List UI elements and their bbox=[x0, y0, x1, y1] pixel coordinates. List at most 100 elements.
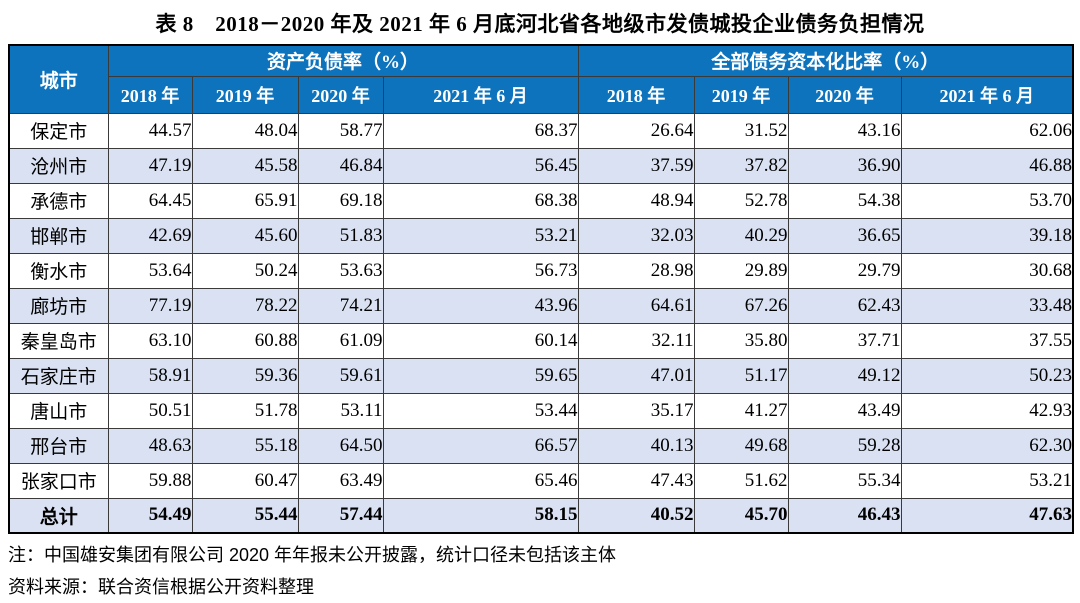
value-cell-dcr-2: 36.90 bbox=[787, 147, 902, 184]
value-cell-alr-1: 55.44 bbox=[191, 497, 299, 534]
table-row: 廊坊市 77.19 78.22 74.21 43.96 64.61 67.26 62.43 33… bbox=[8, 287, 1074, 324]
value-cell-alr-0: 42.69 bbox=[107, 217, 193, 254]
city-cell: 廊坊市 bbox=[8, 287, 109, 324]
header-year-dcr-3: 2021 年 6 月 bbox=[900, 75, 1074, 114]
city-cell: 衡水市 bbox=[8, 252, 109, 289]
header-year-alr-3: 2021 年 6 月 bbox=[382, 75, 579, 114]
value-cell-alr-2: 59.61 bbox=[297, 357, 384, 394]
value-cell-dcr-1: 31.52 bbox=[693, 112, 789, 149]
value-cell-alr-3: 66.57 bbox=[382, 427, 579, 464]
value-cell-dcr-3: 53.70 bbox=[900, 182, 1074, 219]
value-cell-dcr-1: 45.70 bbox=[693, 497, 789, 534]
source-note: 资料来源：联合资信根据公开资料整理 bbox=[8, 577, 314, 597]
value-cell-alr-0: 59.88 bbox=[107, 462, 193, 499]
value-cell-alr-0: 48.63 bbox=[107, 427, 193, 464]
value-cell-alr-2: 57.44 bbox=[297, 497, 384, 534]
table-title: 表 8 2018－2020 年及 2021 年 6 月底河北省各地级市发债城投企… bbox=[155, 12, 925, 36]
value-cell-alr-1: 50.24 bbox=[191, 252, 299, 289]
value-cell-alr-3: 56.45 bbox=[382, 147, 579, 184]
value-cell-alr-3: 43.96 bbox=[382, 287, 579, 324]
value-cell-alr-3: 53.44 bbox=[382, 392, 579, 429]
table-row: 秦皇岛市 63.10 60.88 61.09 60.14 32.11 35.80 37.71 3… bbox=[8, 322, 1074, 359]
city-cell: 邯郸市 bbox=[8, 217, 109, 254]
value-cell-alr-1: 60.88 bbox=[191, 322, 299, 359]
header-group-asset-liability-ratio: 资产负债率（%） bbox=[107, 44, 579, 77]
header-year-dcr-2: 2020 年 bbox=[787, 75, 902, 114]
value-cell-dcr-1: 49.68 bbox=[693, 427, 789, 464]
value-cell-dcr-0: 48.94 bbox=[577, 182, 695, 219]
city-cell: 唐山市 bbox=[8, 392, 109, 429]
value-cell-alr-2: 64.50 bbox=[297, 427, 384, 464]
value-cell-alr-2: 46.84 bbox=[297, 147, 384, 184]
value-cell-dcr-1: 35.80 bbox=[693, 322, 789, 359]
header-year-alr-1: 2019 年 bbox=[191, 75, 299, 114]
table-row: 沧州市 47.19 45.58 46.84 56.45 37.59 37.82 36.90 46… bbox=[8, 147, 1074, 184]
value-cell-dcr-3: 46.88 bbox=[900, 147, 1074, 184]
value-cell-alr-1: 51.78 bbox=[191, 392, 299, 429]
city-cell: 石家庄市 bbox=[8, 357, 109, 394]
value-cell-alr-0: 47.19 bbox=[107, 147, 193, 184]
footnote: 注：中国雄安集团有限公司 2020 年年报未公开披露，统计口径未包括该主体 bbox=[8, 545, 617, 565]
city-cell: 总计 bbox=[8, 497, 109, 534]
table-row: 邯郸市 42.69 45.60 51.83 53.21 32.03 40.29 36.65 39… bbox=[8, 217, 1074, 254]
value-cell-dcr-0: 64.61 bbox=[577, 287, 695, 324]
value-cell-alr-1: 55.18 bbox=[191, 427, 299, 464]
value-cell-dcr-2: 43.49 bbox=[787, 392, 902, 429]
table-row: 承德市 64.45 65.91 69.18 68.38 48.94 52.78 54.38 53… bbox=[8, 182, 1074, 219]
value-cell-dcr-0: 32.11 bbox=[577, 322, 695, 359]
table-row: 张家口市 59.88 60.47 63.49 65.46 47.43 51.62 55.34 5… bbox=[8, 462, 1074, 499]
header-year-alr-2: 2020 年 bbox=[297, 75, 384, 114]
value-cell-dcr-3: 62.30 bbox=[900, 427, 1074, 464]
value-cell-dcr-0: 32.03 bbox=[577, 217, 695, 254]
value-cell-dcr-2: 46.43 bbox=[787, 497, 902, 534]
value-cell-alr-2: 53.11 bbox=[297, 392, 384, 429]
value-cell-alr-3: 56.73 bbox=[382, 252, 579, 289]
value-cell-alr-0: 77.19 bbox=[107, 287, 193, 324]
table-row: 衡水市 53.64 50.24 53.63 56.73 28.98 29.89 29.79 30… bbox=[8, 252, 1074, 289]
value-cell-dcr-3: 37.55 bbox=[900, 322, 1074, 359]
value-cell-dcr-2: 43.16 bbox=[787, 112, 902, 149]
value-cell-alr-0: 53.64 bbox=[107, 252, 193, 289]
value-cell-dcr-3: 39.18 bbox=[900, 217, 1074, 254]
value-cell-alr-3: 58.15 bbox=[382, 497, 579, 534]
value-cell-dcr-1: 40.29 bbox=[693, 217, 789, 254]
value-cell-dcr-0: 40.13 bbox=[577, 427, 695, 464]
value-cell-dcr-2: 59.28 bbox=[787, 427, 902, 464]
value-cell-dcr-0: 47.01 bbox=[577, 357, 695, 394]
value-cell-alr-3: 53.21 bbox=[382, 217, 579, 254]
value-cell-dcr-3: 33.48 bbox=[900, 287, 1074, 324]
value-cell-dcr-0: 35.17 bbox=[577, 392, 695, 429]
value-cell-alr-0: 63.10 bbox=[107, 322, 193, 359]
city-cell: 保定市 bbox=[8, 112, 109, 149]
value-cell-dcr-1: 51.17 bbox=[693, 357, 789, 394]
value-cell-dcr-2: 55.34 bbox=[787, 462, 902, 499]
header-year-dcr-1: 2019 年 bbox=[693, 75, 789, 114]
value-cell-dcr-1: 41.27 bbox=[693, 392, 789, 429]
value-cell-alr-3: 59.65 bbox=[382, 357, 579, 394]
value-cell-alr-0: 44.57 bbox=[107, 112, 193, 149]
value-cell-dcr-1: 52.78 bbox=[693, 182, 789, 219]
value-cell-dcr-2: 36.65 bbox=[787, 217, 902, 254]
value-cell-alr-2: 53.63 bbox=[297, 252, 384, 289]
value-cell-alr-1: 59.36 bbox=[191, 357, 299, 394]
value-cell-alr-2: 74.21 bbox=[297, 287, 384, 324]
value-cell-alr-2: 58.77 bbox=[297, 112, 384, 149]
header-group-debt-capitalization-ratio: 全部债务资本化比率（%） bbox=[577, 44, 1074, 77]
city-cell: 邢台市 bbox=[8, 427, 109, 464]
value-cell-dcr-3: 47.63 bbox=[900, 497, 1074, 534]
city-cell: 秦皇岛市 bbox=[8, 322, 109, 359]
value-cell-dcr-2: 54.38 bbox=[787, 182, 902, 219]
table-row: 邢台市 48.63 55.18 64.50 66.57 40.13 49.68 59.28 62… bbox=[8, 427, 1074, 464]
value-cell-alr-0: 50.51 bbox=[107, 392, 193, 429]
city-cell: 承德市 bbox=[8, 182, 109, 219]
value-cell-dcr-0: 28.98 bbox=[577, 252, 695, 289]
value-cell-dcr-2: 37.71 bbox=[787, 322, 902, 359]
value-cell-dcr-3: 42.93 bbox=[900, 392, 1074, 429]
value-cell-alr-2: 61.09 bbox=[297, 322, 384, 359]
value-cell-dcr-1: 29.89 bbox=[693, 252, 789, 289]
value-cell-alr-1: 45.58 bbox=[191, 147, 299, 184]
value-cell-alr-0: 54.49 bbox=[107, 497, 193, 534]
value-cell-alr-1: 60.47 bbox=[191, 462, 299, 499]
value-cell-dcr-0: 47.43 bbox=[577, 462, 695, 499]
